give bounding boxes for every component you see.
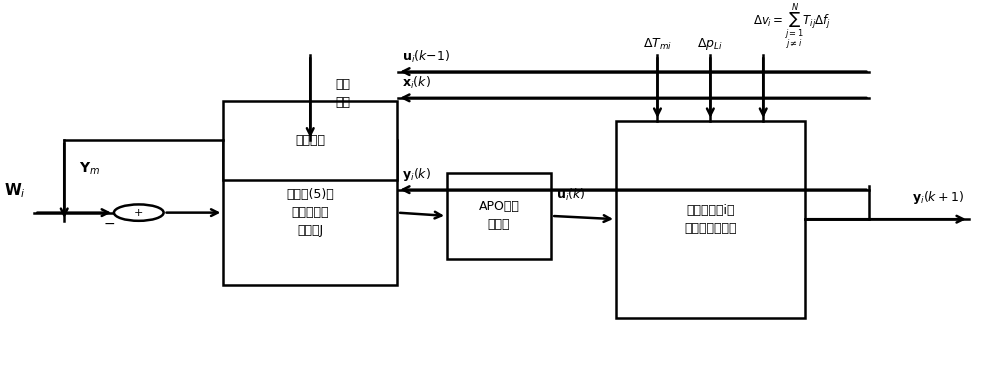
FancyBboxPatch shape — [616, 121, 805, 318]
Circle shape — [114, 204, 164, 221]
Text: 含风电的第i区
域互联电力系统: 含风电的第i区 域互联电力系统 — [684, 204, 737, 235]
Text: APO优化
求解器: APO优化 求解器 — [479, 200, 520, 231]
Text: 约束
条件: 约束 条件 — [335, 78, 350, 109]
Text: 如公式(5)所
示的优化目
标函数J: 如公式(5)所 示的优化目 标函数J — [286, 188, 334, 237]
FancyBboxPatch shape — [223, 101, 397, 180]
Text: $\Delta v_i = \sum_{\substack{j=1\\j\neq i}}^{N} T_{ij}\Delta f_j$: $\Delta v_i = \sum_{\substack{j=1\\j\neq… — [753, 2, 832, 52]
Text: $\mathbf{x}_i(k)$: $\mathbf{x}_i(k)$ — [402, 75, 431, 91]
Text: $\mathbf{Y}_m$: $\mathbf{Y}_m$ — [79, 160, 100, 177]
Text: $\Delta T_{mi}$: $\Delta T_{mi}$ — [643, 37, 672, 52]
Text: $\mathbf{u}_i(k)$: $\mathbf{u}_i(k)$ — [556, 187, 586, 203]
Text: +: + — [134, 208, 143, 218]
Text: −: − — [103, 217, 115, 231]
Text: $\mathbf{W}_i$: $\mathbf{W}_i$ — [4, 181, 25, 200]
Text: 预测模型: 预测模型 — [295, 134, 325, 147]
Text: $\mathbf{u}_i(k{-}1)$: $\mathbf{u}_i(k{-}1)$ — [402, 49, 450, 65]
Text: $\mathbf{y}_i(k)$: $\mathbf{y}_i(k)$ — [402, 166, 431, 183]
Text: $\mathbf{y}_i(k+1)$: $\mathbf{y}_i(k+1)$ — [912, 189, 964, 206]
FancyBboxPatch shape — [223, 141, 397, 285]
FancyBboxPatch shape — [447, 173, 551, 259]
Text: $\Delta p_{Li}$: $\Delta p_{Li}$ — [697, 36, 723, 52]
